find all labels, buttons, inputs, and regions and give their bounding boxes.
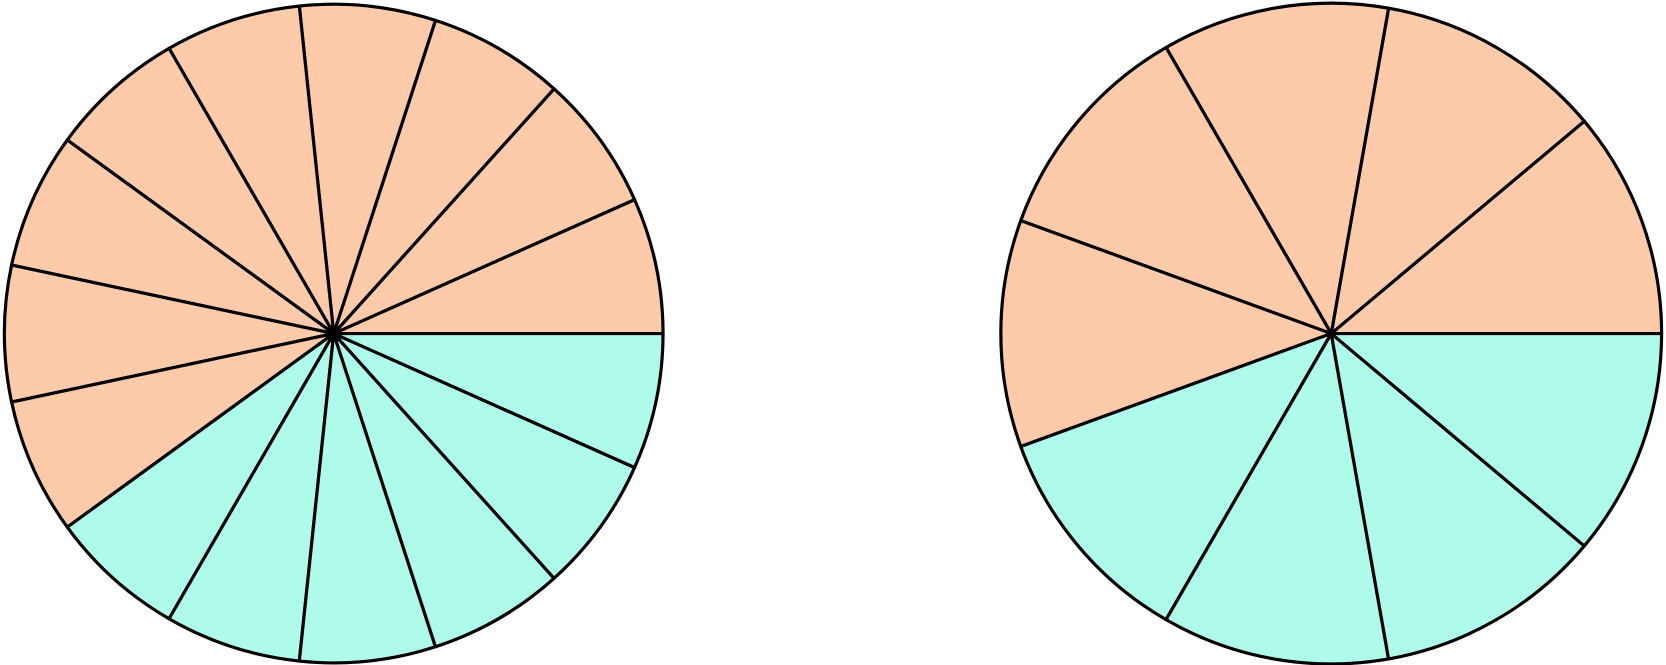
shaded-slice [332, 18, 556, 336]
shaded-slice [332, 87, 637, 336]
shaded-slice [297, 2, 438, 336]
shaded-slice [999, 218, 1333, 449]
unshaded-slice [65, 331, 336, 621]
shaded-slice [2, 263, 336, 404]
shaded-slice [167, 4, 336, 336]
unshaded-slice [1019, 331, 1333, 622]
unshaded-slice [297, 331, 438, 665]
unshaded-slice [332, 331, 637, 580]
shaded-slice [10, 331, 336, 529]
unshaded-slice [1164, 331, 1391, 665]
shaded-slice [65, 46, 336, 336]
shaded-slice [1329, 119, 1664, 336]
unshaded-slice [332, 331, 556, 649]
shaded-slice [1164, 1, 1391, 336]
unshaded-slice [167, 331, 336, 663]
shaded-slice [1329, 6, 1586, 336]
unshaded-slice [332, 331, 665, 470]
shaded-slice [332, 198, 665, 336]
unshaded-slice [1329, 331, 1586, 661]
shaded-slice [10, 138, 336, 336]
shaded-slice [1019, 45, 1333, 336]
unshaded-slice [1329, 331, 1664, 548]
